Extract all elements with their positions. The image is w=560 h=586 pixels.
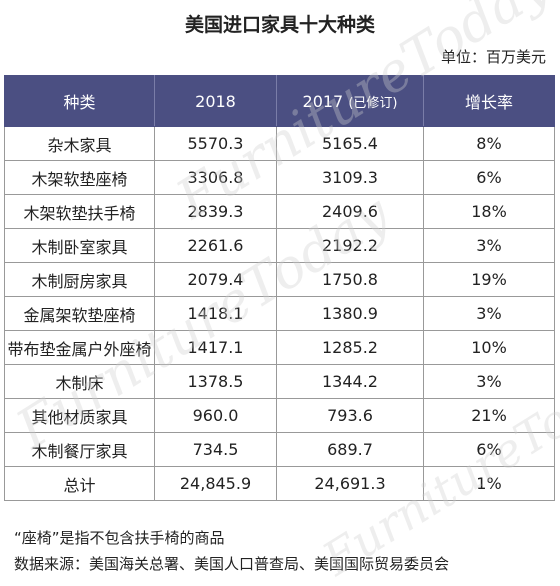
cell-2018: 960.0 xyxy=(154,398,277,433)
table-row: 总计 24,845.9 24,691.3 1% xyxy=(4,466,555,501)
data-source: 数据来源：美国海关总署、美国人口普查局、美国国际贸易委员会 xyxy=(14,555,450,573)
table-row: 其他材质家具 960.0 793.6 21% xyxy=(4,398,555,433)
cell-growth: 21% xyxy=(423,398,555,433)
cell-2018: 1417.1 xyxy=(154,330,277,365)
cell-2017: 1380.9 xyxy=(276,296,424,331)
cell-2017: 689.7 xyxy=(276,432,424,467)
cell-category: 杂木家具 xyxy=(4,126,155,161)
cell-2018: 5570.3 xyxy=(154,126,277,161)
cell-category: 木架软垫扶手椅 xyxy=(4,194,155,229)
header-2017-revised: (已修订) xyxy=(348,95,398,111)
cell-growth: 3% xyxy=(423,364,555,399)
table-row: 金属架软垫座椅 1418.1 1380.9 3% xyxy=(4,296,555,331)
table-row: 带布垫金属户外座椅 1417.1 1285.2 10% xyxy=(4,330,555,365)
header-2017-year: 2017 xyxy=(302,91,344,111)
cell-2018: 3306.8 xyxy=(154,160,277,195)
cell-category: 木制床 xyxy=(4,364,155,399)
cell-2018: 734.5 xyxy=(154,432,277,467)
cell-category: 木制厨房家具 xyxy=(4,262,155,297)
import-table: 种类 2018 2017 (已修订) 增长率 杂木家具 5570.3 5165.4 8… xyxy=(4,75,555,501)
cell-2018: 24,845.9 xyxy=(154,466,277,501)
table-row: 木制卧室家具 2261.6 2192.2 3% xyxy=(4,228,555,263)
cell-2017: 5165.4 xyxy=(276,126,424,161)
unit-label: 单位：百万美元 xyxy=(440,48,546,66)
table-row: 木架软垫座椅 3306.8 3109.3 6% xyxy=(4,160,555,195)
table-row: 木制厨房家具 2079.4 1750.8 19% xyxy=(4,262,555,297)
cell-growth: 1% xyxy=(423,466,555,501)
cell-2018: 2261.6 xyxy=(154,228,277,263)
table-header-row: 种类 2018 2017 (已修订) 增长率 xyxy=(4,75,555,127)
cell-2017: 1750.8 xyxy=(276,262,424,297)
table-row: 木架软垫扶手椅 2839.3 2409.6 18% xyxy=(4,194,555,229)
cell-2018: 2079.4 xyxy=(154,262,277,297)
cell-2017: 2192.2 xyxy=(276,228,424,263)
cell-growth: 8% xyxy=(423,126,555,161)
cell-category: 其他材质家具 xyxy=(4,398,155,433)
cell-2018: 1418.1 xyxy=(154,296,277,331)
cell-category: 金属架软垫座椅 xyxy=(4,296,155,331)
cell-2017: 2409.6 xyxy=(276,194,424,229)
header-category: 种类 xyxy=(4,75,155,127)
header-2018: 2018 xyxy=(154,75,277,127)
cell-growth: 10% xyxy=(423,330,555,365)
cell-category: 带布垫金属户外座椅 xyxy=(4,330,155,365)
cell-2017: 3109.3 xyxy=(276,160,424,195)
cell-growth: 3% xyxy=(423,228,555,263)
cell-2017: 1344.2 xyxy=(276,364,424,399)
header-2017: 2017 (已修订) xyxy=(276,75,424,127)
cell-2017: 1285.2 xyxy=(276,330,424,365)
table-row: 木制餐厅家具 734.5 689.7 6% xyxy=(4,432,555,467)
cell-growth: 19% xyxy=(423,262,555,297)
cell-growth: 6% xyxy=(423,432,555,467)
cell-category: 木架软垫座椅 xyxy=(4,160,155,195)
cell-growth: 3% xyxy=(423,296,555,331)
page-title: 美国进口家具十大种类 xyxy=(184,14,375,36)
cell-category: 木制餐厅家具 xyxy=(4,432,155,467)
table-row: 木制床 1378.5 1344.2 3% xyxy=(4,364,555,399)
cell-growth: 18% xyxy=(423,194,555,229)
header-growth: 增长率 xyxy=(423,75,555,127)
cell-category: 总计 xyxy=(4,466,155,501)
cell-2017: 24,691.3 xyxy=(276,466,424,501)
cell-2018: 1378.5 xyxy=(154,364,277,399)
cell-category: 木制卧室家具 xyxy=(4,228,155,263)
table-row: 杂木家具 5570.3 5165.4 8% xyxy=(4,126,555,161)
cell-growth: 6% xyxy=(423,160,555,195)
footnote: “座椅”是指不包含扶手椅的商品 xyxy=(14,529,225,547)
cell-2017: 793.6 xyxy=(276,398,424,433)
cell-2018: 2839.3 xyxy=(154,194,277,229)
